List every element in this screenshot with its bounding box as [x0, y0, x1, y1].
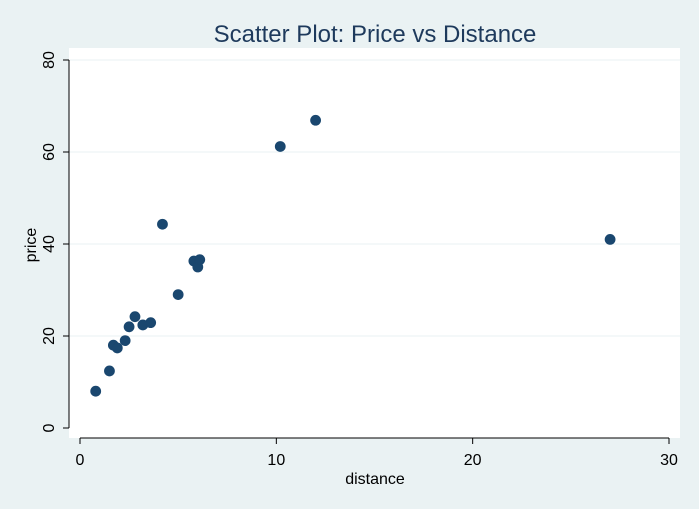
data-point-6 — [129, 311, 141, 323]
data-point-13 — [194, 254, 206, 266]
x-tick-label-30: 30 — [660, 452, 678, 469]
data-point-0 — [90, 385, 102, 397]
x-tick-label-20: 20 — [464, 452, 482, 469]
y-tick-label-80: 80 — [41, 51, 58, 69]
y-axis-label: price — [23, 228, 40, 263]
y-tick-label-20: 20 — [41, 327, 58, 345]
data-point-1 — [104, 365, 115, 377]
x-tick-label-0: 0 — [76, 452, 85, 469]
data-point-16 — [604, 233, 616, 245]
chart-title: Scatter Plot: Price vs Distance — [214, 21, 537, 48]
data-point-4 — [119, 335, 131, 347]
data-points — [90, 114, 616, 397]
plot-area — [69, 48, 680, 438]
gridlines — [69, 59, 680, 337]
data-point-8 — [145, 317, 157, 329]
data-point-3 — [111, 342, 123, 354]
data-point-15 — [310, 114, 322, 126]
data-point-10 — [172, 289, 184, 301]
y-tick-label-0: 0 — [41, 423, 58, 432]
y-tick-label-60: 60 — [41, 143, 58, 161]
x-tick-label-10: 10 — [267, 452, 285, 469]
y-tick-label-40: 40 — [41, 235, 58, 253]
x-axis-label: distance — [345, 471, 405, 488]
data-point-5 — [123, 321, 135, 333]
axes: 0 20 40 60 80 0 10 20 30 — [41, 51, 678, 469]
data-point-14 — [274, 141, 286, 152]
data-point-9 — [157, 218, 168, 230]
